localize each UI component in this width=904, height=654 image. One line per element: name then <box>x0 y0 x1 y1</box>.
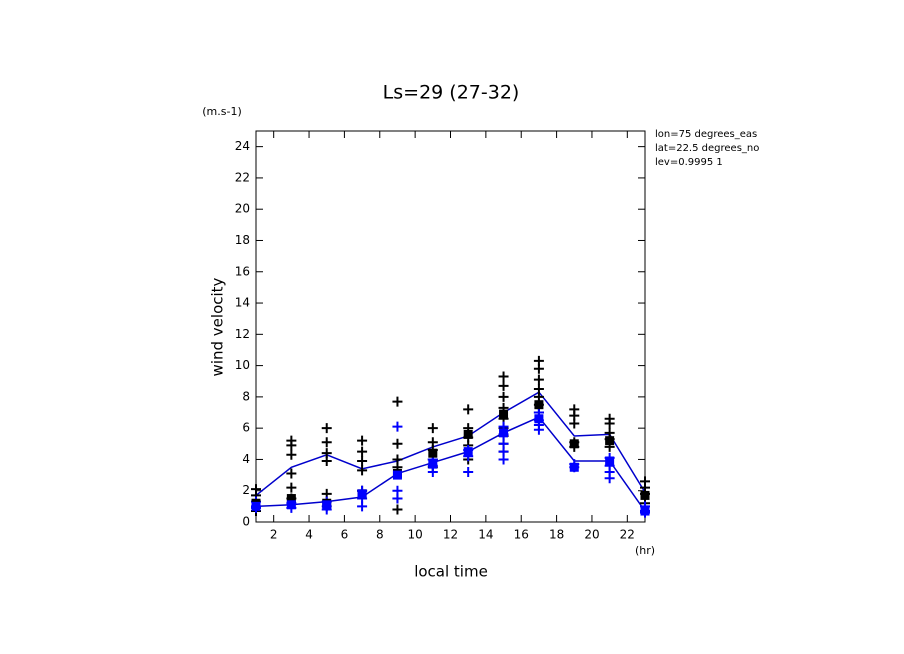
y-tick-label: 2 <box>242 483 250 497</box>
x-tick-label: 14 <box>478 528 493 542</box>
plus-marker <box>392 396 403 407</box>
square-marker <box>534 400 544 410</box>
annotation: lat=22.5 degrees_no <box>655 143 759 154</box>
square-marker <box>640 490 650 500</box>
square-marker <box>640 506 650 516</box>
x-tick-label: 10 <box>407 528 422 542</box>
annotation: lon=75 degrees_eas <box>655 129 757 140</box>
plus-marker <box>533 424 544 435</box>
plus-marker <box>498 371 509 382</box>
y-tick-label: 22 <box>235 170 250 184</box>
x-tick-label: 2 <box>270 528 278 542</box>
y-tick-label: 6 <box>242 421 250 435</box>
square-marker <box>605 436 615 446</box>
plus-marker <box>498 391 509 402</box>
plus-marker <box>463 404 474 415</box>
plus-marker <box>498 454 509 465</box>
x-tick-label: 16 <box>514 528 529 542</box>
square-marker <box>569 439 579 449</box>
plus-marker <box>286 440 297 451</box>
y-tick-label: 20 <box>235 202 250 216</box>
plus-marker <box>569 418 580 429</box>
square-marker <box>392 470 402 480</box>
y-tick-label: 0 <box>242 515 250 529</box>
plus-marker <box>357 446 368 457</box>
annotation: lev=0.9995 1 <box>655 157 723 168</box>
chart-title: Ls=29 (27-32) <box>383 82 520 104</box>
y-tick-label: 24 <box>235 139 250 153</box>
y-axis-label: wind velocity <box>209 277 227 376</box>
plot-frame <box>255 130 646 523</box>
square-marker <box>428 448 438 458</box>
x-tick-label: 18 <box>549 528 564 542</box>
square-marker <box>605 456 615 466</box>
plus-marker <box>357 465 368 476</box>
square-marker <box>428 459 438 469</box>
plus-marker <box>392 421 403 432</box>
plus-marker <box>392 493 403 504</box>
y-tick-label: 10 <box>235 358 250 372</box>
x-tick-label: 12 <box>443 528 458 542</box>
plus-marker <box>604 473 615 484</box>
y-tick-label: 4 <box>242 452 250 466</box>
y-tick-label: 16 <box>235 264 250 278</box>
plus-marker <box>533 363 544 374</box>
plus-marker <box>357 456 368 467</box>
square-marker <box>251 501 261 511</box>
plus-marker <box>286 468 297 479</box>
plus-marker <box>321 437 332 448</box>
x-tick-label: 20 <box>584 528 599 542</box>
plus-marker <box>463 466 474 477</box>
plus-marker <box>427 423 438 434</box>
x-tick-label: 6 <box>341 528 349 542</box>
y-unit: (m.s-1) <box>202 105 242 118</box>
x-axis-label: local time <box>414 563 488 581</box>
x-unit: (hr) <box>635 544 655 557</box>
square-marker <box>499 409 509 419</box>
x-tick-label: 22 <box>620 528 635 542</box>
plus-marker <box>286 482 297 493</box>
plus-marker <box>357 501 368 512</box>
x-tick-label: 4 <box>305 528 313 542</box>
plus-marker <box>533 374 544 385</box>
y-tick-label: 18 <box>235 233 250 247</box>
plus-marker <box>498 380 509 391</box>
plus-marker <box>392 438 403 449</box>
plus-marker <box>357 435 368 446</box>
plus-marker <box>321 423 332 434</box>
y-tick-label: 8 <box>242 389 250 403</box>
plus-marker <box>286 449 297 460</box>
y-tick-label: 12 <box>235 327 250 341</box>
plus-marker <box>392 504 403 515</box>
square-marker <box>286 500 296 510</box>
plus-marker <box>321 456 332 467</box>
square-marker <box>286 494 296 504</box>
square-marker <box>499 428 509 438</box>
square-marker <box>463 447 473 457</box>
plus-marker <box>604 418 615 429</box>
series-line <box>255 391 646 496</box>
series-line <box>255 416 646 512</box>
square-marker <box>322 500 332 510</box>
y-tick-label: 14 <box>235 296 250 310</box>
square-marker <box>463 429 473 439</box>
square-marker <box>534 414 544 424</box>
x-tick-label: 8 <box>376 528 384 542</box>
square-marker <box>569 462 579 472</box>
square-marker <box>357 489 367 499</box>
